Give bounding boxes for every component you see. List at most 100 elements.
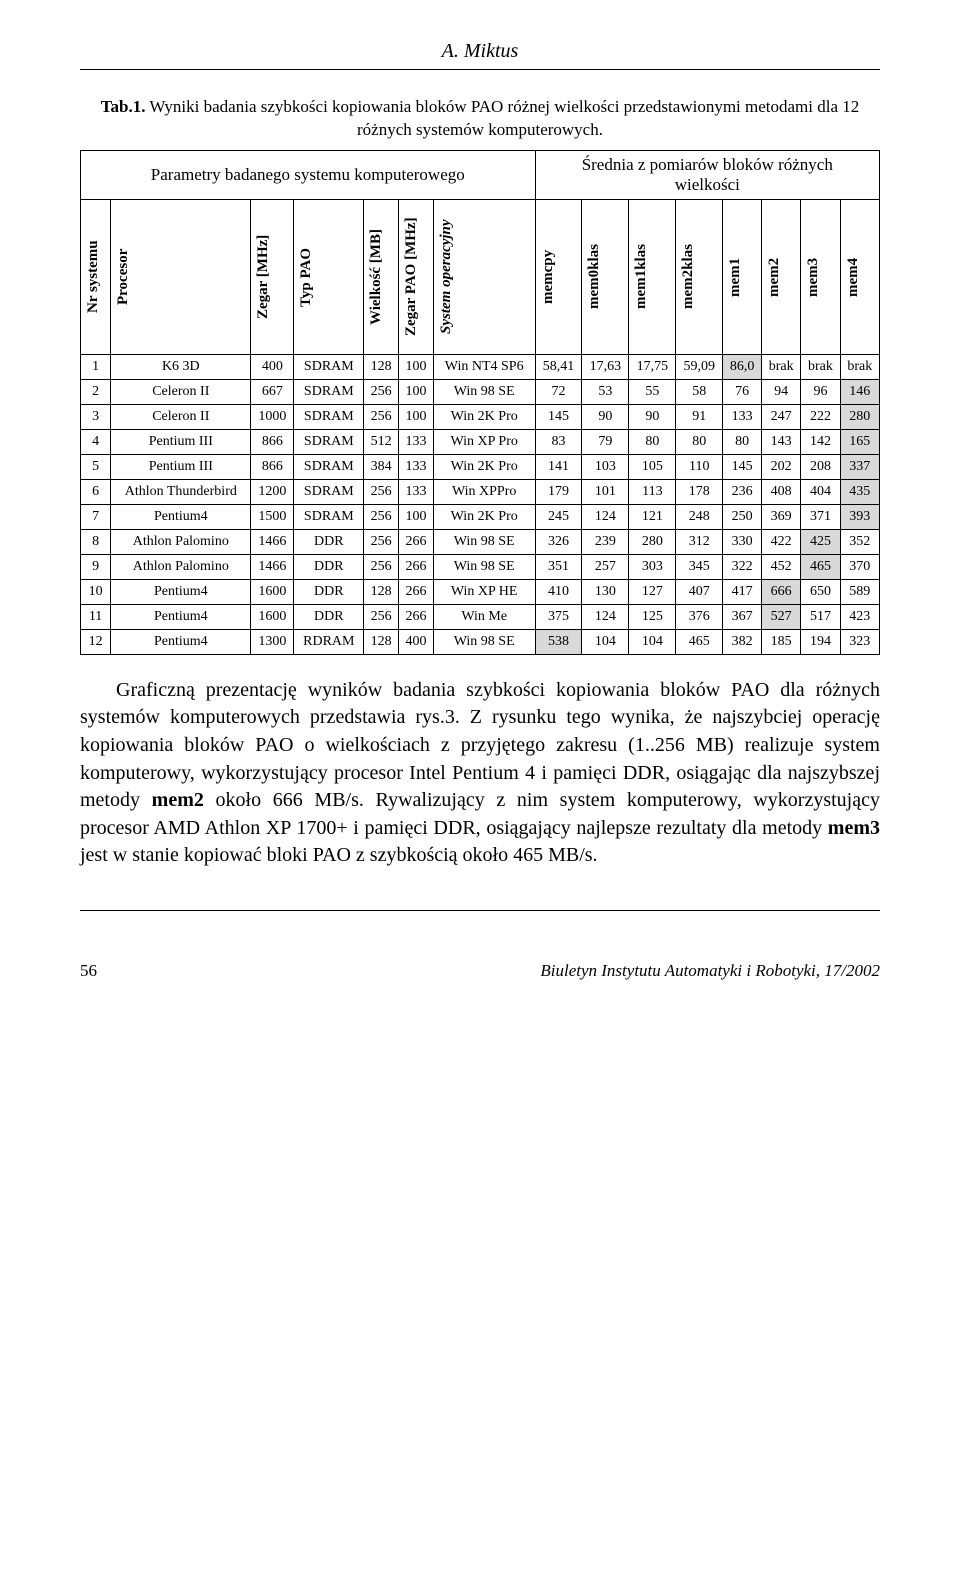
table-cell: 104 [629,629,676,654]
table-cell: 384 [364,454,399,479]
table-cell: 650 [801,579,840,604]
col-procesor: Procesor [115,204,132,350]
table-cell: 113 [629,479,676,504]
table-cell: 256 [364,604,399,629]
table-cell: 256 [364,479,399,504]
table-cell: 1300 [251,629,294,654]
table-cell: Win XP HE [433,579,535,604]
table-cell: 179 [535,479,582,504]
param-group-header: Parametry badanego systemu komputerowego [81,150,536,199]
table-cell: 100 [399,504,434,529]
table-cell: 145 [723,454,762,479]
table-cell: 133 [399,479,434,504]
table-cell: SDRAM [294,429,364,454]
table-cell: 202 [762,454,801,479]
table-cell: 407 [676,579,723,604]
table-cell: 165 [840,429,879,454]
table-row: 1K6 3D400SDRAM128100Win NT4 SP658,4117,6… [81,354,880,379]
table-cell: 245 [535,504,582,529]
col-mem4: mem4 [845,204,862,350]
table-cell: 452 [762,554,801,579]
table-cell: 9 [81,554,111,579]
caption-label: Tab.1. [101,97,146,116]
table-cell: 465 [801,554,840,579]
table-cell: 417 [723,579,762,604]
table-cell: Pentium4 [111,604,251,629]
col-memcpy: memcpy [540,204,557,350]
table-cell: 312 [676,529,723,554]
table-cell: 345 [676,554,723,579]
table-cell: 141 [535,454,582,479]
table-row: 8Athlon Palomino1466DDR256266Win 98 SE32… [81,529,880,554]
table-cell: 128 [364,354,399,379]
table-cell: 3 [81,404,111,429]
table-cell: 80 [676,429,723,454]
table-cell: SDRAM [294,454,364,479]
column-headers-row: Nr systemu Procesor Zegar [MHz] Typ PAO … [81,199,880,354]
table-cell: 11 [81,604,111,629]
table-cell: 10 [81,579,111,604]
table-cell: 86,0 [723,354,762,379]
table-cell: 256 [364,404,399,429]
col-mem1: mem1 [727,204,744,350]
table-body: 1K6 3D400SDRAM128100Win NT4 SP658,4117,6… [81,354,880,654]
table-cell: 103 [582,454,629,479]
table-row: 2Celeron II667SDRAM256100Win 98 SE725355… [81,379,880,404]
table-cell: 121 [629,504,676,529]
table-cell: Athlon Palomino [111,529,251,554]
table-cell: 94 [762,379,801,404]
table-cell: 55 [629,379,676,404]
col-wielkosc: Wielkość [MB] [368,204,385,350]
table-cell: 375 [535,604,582,629]
table-cell: 330 [723,529,762,554]
table-cell: 110 [676,454,723,479]
table-cell: 128 [364,579,399,604]
table-cell: 538 [535,629,582,654]
table-cell: 5 [81,454,111,479]
table-row: 3Celeron II1000SDRAM256100Win 2K Pro1459… [81,404,880,429]
col-mem0klas: mem0klas [586,204,603,350]
table-cell: 256 [364,554,399,579]
table-cell: 404 [801,479,840,504]
table-cell: 72 [535,379,582,404]
col-zegar: Zegar [MHz] [255,204,272,350]
table-cell: Celeron II [111,404,251,429]
table-cell: 1600 [251,579,294,604]
table-cell: 100 [399,379,434,404]
table-cell: 376 [676,604,723,629]
table-cell: 256 [364,504,399,529]
table-cell: 408 [762,479,801,504]
table-cell: 124 [582,504,629,529]
table-cell: 91 [676,404,723,429]
table-cell: 400 [399,629,434,654]
table-cell: 90 [629,404,676,429]
table-cell: 393 [840,504,879,529]
table-cell: 101 [582,479,629,504]
table-cell: 256 [364,529,399,554]
table-cell: 512 [364,429,399,454]
table-cell: 370 [840,554,879,579]
table-cell: 80 [629,429,676,454]
table-cell: Athlon Thunderbird [111,479,251,504]
table-cell: SDRAM [294,504,364,529]
table-cell: brak [840,354,879,379]
table-cell: 59,09 [676,354,723,379]
footer-publication: Biuletyn Instytutu Automatyki i Robotyki… [540,961,880,981]
table-cell: Win XPPro [433,479,535,504]
table-cell: 367 [723,604,762,629]
table-row: 6Athlon Thunderbird1200SDRAM256133Win XP… [81,479,880,504]
table-cell: Win 2K Pro [433,454,535,479]
table-cell: 133 [399,429,434,454]
table-cell: Win XP Pro [433,429,535,454]
table-cell: 323 [840,629,879,654]
table-cell: 266 [399,579,434,604]
table-cell: 666 [762,579,801,604]
table-cell: 866 [251,454,294,479]
table-cell: 236 [723,479,762,504]
table-cell: 12 [81,629,111,654]
table-cell: K6 3D [111,354,251,379]
table-cell: 79 [582,429,629,454]
footer-page-number: 56 [80,961,97,981]
table-cell: SDRAM [294,379,364,404]
col-nr-systemu: Nr systemu [85,204,102,350]
